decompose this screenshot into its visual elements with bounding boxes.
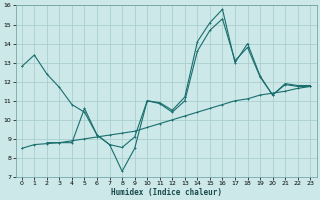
X-axis label: Humidex (Indice chaleur): Humidex (Indice chaleur) xyxy=(110,188,221,197)
